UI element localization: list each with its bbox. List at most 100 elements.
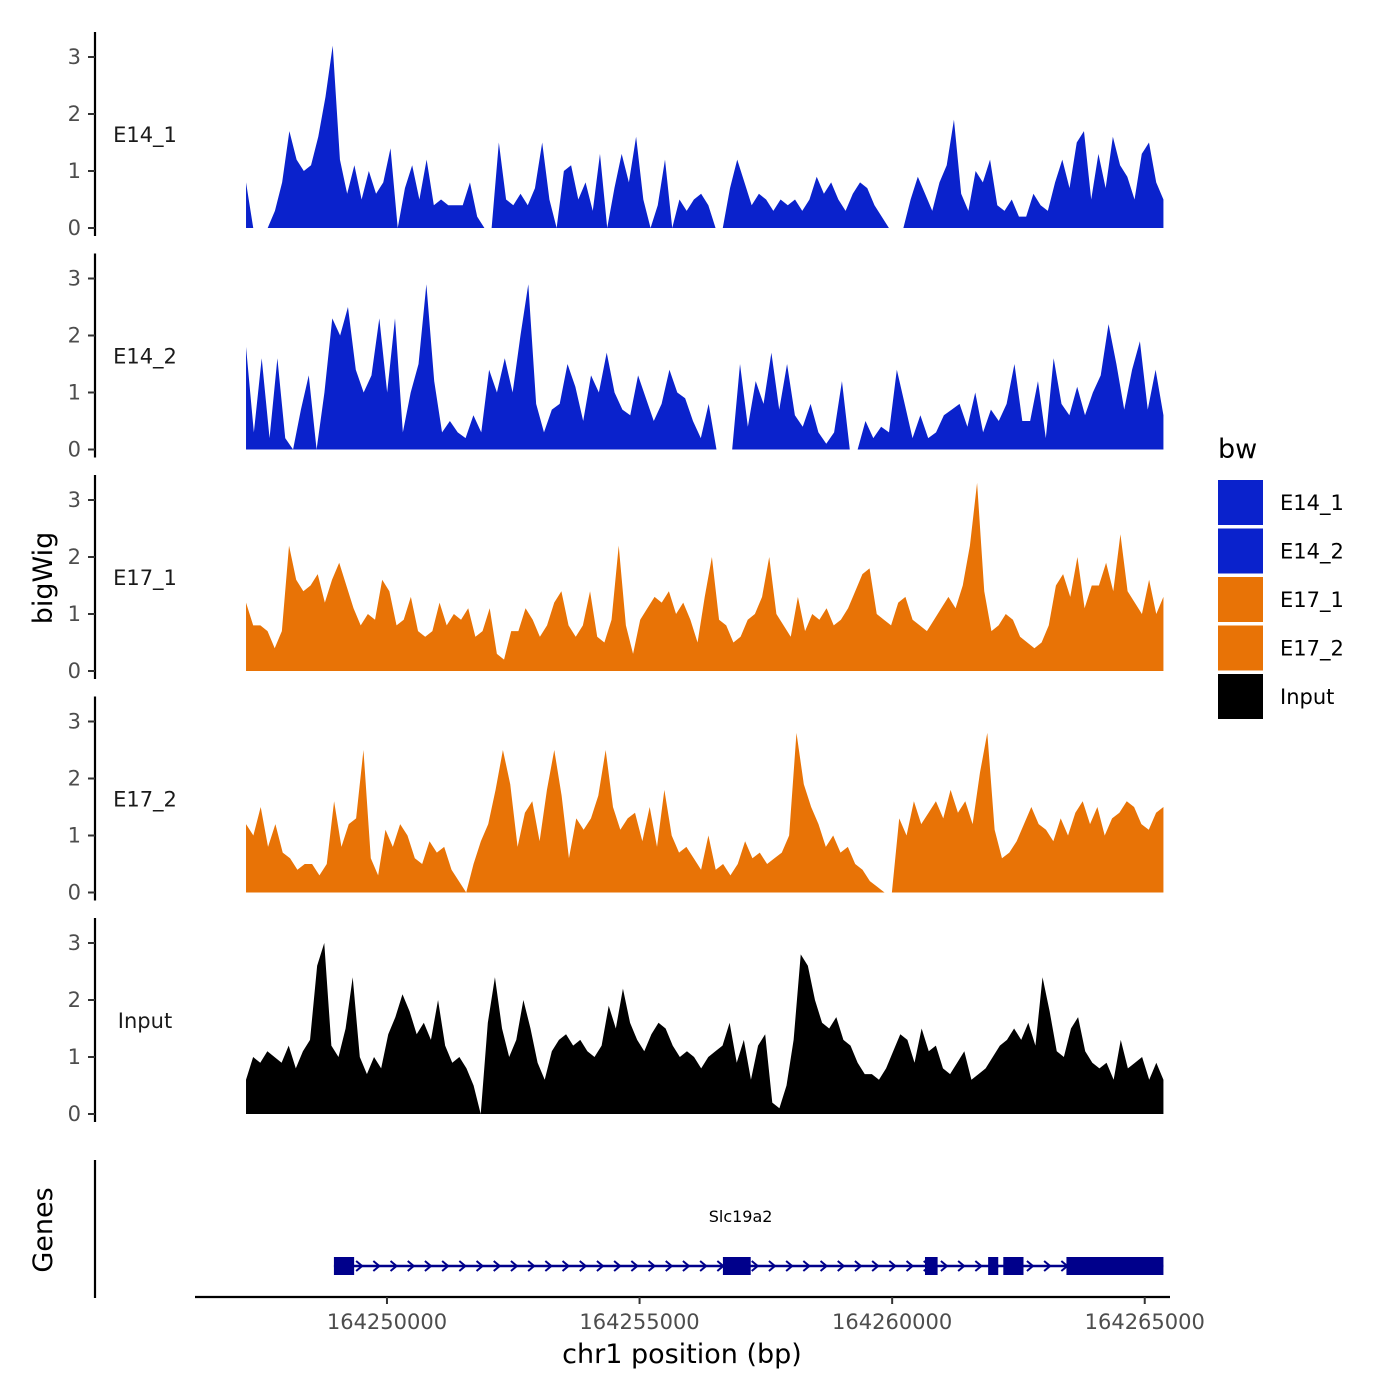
strand-arrow xyxy=(682,1260,691,1272)
coverage-area-e14-2 xyxy=(246,284,1164,450)
legend-key-e17-2 xyxy=(1218,625,1263,671)
coverage-area-e17-1 xyxy=(246,482,1164,671)
y-tick-label: 1 xyxy=(68,602,81,626)
legend-label: E17_2 xyxy=(1280,637,1344,662)
gene-exon xyxy=(1066,1257,1164,1275)
y-tick-label: 2 xyxy=(68,102,81,126)
gene-exon xyxy=(1003,1257,1024,1275)
strand-arrow xyxy=(544,1260,553,1272)
tracks-layer: 0 1 2 3 E14_1 0 1 2 3 E14_2 0 1 2 3 E17_1 0 1 2 3 E17_2 0 1 2 3… xyxy=(68,32,1164,1126)
strand-arrow xyxy=(974,1260,983,1272)
legend-key-e14-1 xyxy=(1218,480,1263,525)
gene-exon xyxy=(722,1257,751,1275)
legend-label: E17_1 xyxy=(1280,588,1344,613)
track-label: E14_2 xyxy=(113,345,177,370)
track-panel-e14-1: 0 1 2 3 E14_1 xyxy=(68,32,1164,240)
y-tick-label: 0 xyxy=(68,438,81,462)
strand-arrow xyxy=(957,1260,966,1272)
y-tick-label: 0 xyxy=(68,216,81,240)
strand-arrow xyxy=(888,1260,897,1272)
y-tick-label: 3 xyxy=(68,267,81,291)
legend-key-e17-1 xyxy=(1218,577,1263,622)
strand-arrow xyxy=(699,1260,708,1272)
y-tick-label: 1 xyxy=(68,159,81,183)
strand-arrow xyxy=(561,1260,571,1272)
legend-title: bw xyxy=(1218,434,1257,465)
track-label: E14_1 xyxy=(113,123,177,148)
y-axis-title: bigWig xyxy=(28,532,59,625)
legend-key-e14-2 xyxy=(1218,528,1263,574)
y-tick-label: 3 xyxy=(68,488,81,512)
legend-label: E14_2 xyxy=(1280,540,1344,565)
legend: bw E14_1 E14_2 E17_1 E17_2 Input xyxy=(1218,434,1344,719)
track-panel-e17-2: 0 1 2 3 E17_2 xyxy=(68,696,1164,905)
coverage-area-e14-1 xyxy=(246,45,1164,228)
strand-arrow xyxy=(630,1260,639,1272)
track-label: E17_1 xyxy=(113,566,177,591)
gene-exon xyxy=(333,1257,355,1275)
strand-arrow xyxy=(510,1260,519,1272)
y-tick-label: 2 xyxy=(68,545,81,569)
strand-arrow xyxy=(665,1260,674,1272)
strand-arrow xyxy=(596,1260,605,1272)
strand-arrow xyxy=(871,1260,880,1272)
x-tick-label: 164255000 xyxy=(579,1310,699,1334)
strand-arrow xyxy=(372,1260,381,1272)
strand-arrow xyxy=(837,1260,846,1272)
y-tick-label: 2 xyxy=(68,988,81,1012)
genes-panel: Slc19a2 Genes xyxy=(28,1160,1164,1298)
x-tick-label: 164265000 xyxy=(1085,1310,1205,1334)
y-tick-label: 3 xyxy=(68,45,81,69)
strand-arrow xyxy=(475,1260,485,1272)
x-tick-label: 164250000 xyxy=(327,1310,447,1334)
y-tick-label: 1 xyxy=(68,824,81,848)
x-tick-label: 164260000 xyxy=(832,1310,952,1334)
strand-arrow xyxy=(527,1260,536,1272)
strand-arrow xyxy=(458,1260,467,1272)
coverage-area-e17-2 xyxy=(246,732,1164,893)
y-tick-label: 0 xyxy=(68,881,81,905)
x-axis: chr1 position (bp) 164250000 164255000 164… xyxy=(195,1295,1205,1370)
strand-arrow xyxy=(854,1260,863,1272)
track-panel-e17-1: 0 1 2 3 E17_1 xyxy=(68,475,1164,683)
gene-exon xyxy=(988,1257,999,1275)
strand-arrow xyxy=(1026,1260,1035,1272)
strand-arrow xyxy=(802,1260,811,1272)
y-tick-label: 3 xyxy=(68,710,81,734)
strand-arrow xyxy=(407,1260,416,1272)
strand-arrow xyxy=(424,1260,433,1272)
track-panel-e14-2: 0 1 2 3 E14_2 xyxy=(68,253,1164,462)
strand-arrow xyxy=(389,1260,399,1272)
coverage-area-input xyxy=(246,943,1164,1114)
strand-arrow xyxy=(940,1260,949,1272)
strand-arrow xyxy=(819,1260,829,1272)
y-tick-label: 0 xyxy=(68,659,81,683)
legend-label: Input xyxy=(1280,685,1334,709)
gene-label: Slc19a2 xyxy=(709,1207,773,1226)
strand-arrow xyxy=(1043,1260,1052,1272)
track-label: Input xyxy=(118,1009,172,1033)
y-tick-label: 2 xyxy=(68,767,81,791)
strand-arrow xyxy=(647,1260,657,1272)
y-tick-label: 2 xyxy=(68,324,81,348)
strand-arrow xyxy=(768,1260,777,1272)
strand-arrow xyxy=(905,1260,915,1272)
x-axis-title: chr1 position (bp) xyxy=(562,1339,802,1370)
legend-label: E14_1 xyxy=(1280,491,1344,516)
strand-arrow xyxy=(441,1260,450,1272)
y-tick-label: 1 xyxy=(68,381,81,405)
legend-key-input xyxy=(1218,674,1263,719)
gene-exon xyxy=(924,1257,938,1275)
genes-axis-title: Genes xyxy=(28,1187,59,1272)
strand-arrow xyxy=(785,1260,794,1272)
strand-arrow xyxy=(613,1260,622,1272)
track-label: E17_2 xyxy=(113,788,177,813)
strand-arrow xyxy=(751,1260,760,1272)
strand-arrow xyxy=(493,1260,502,1272)
y-tick-label: 1 xyxy=(68,1045,81,1069)
strand-arrow xyxy=(355,1260,364,1272)
track-panel-input: 0 1 2 3 Input xyxy=(68,918,1164,1126)
strand-arrow xyxy=(579,1260,588,1272)
